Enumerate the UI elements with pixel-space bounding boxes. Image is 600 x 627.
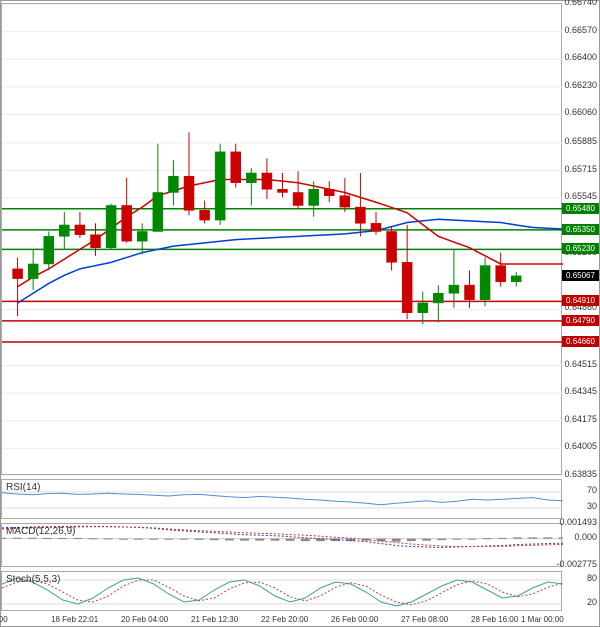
y-tick: 0.64005 [564, 442, 597, 451]
y-tick: 0.66060 [564, 108, 597, 117]
time-x-axis: b 16:00 18 Feb 22:01 20 Feb 04:00 21 Feb 12… [1, 612, 562, 626]
rsi-panel[interactable]: RSI(14) [1, 479, 562, 519]
x-tick: 22 Feb 20:00 [261, 615, 308, 624]
level-price-S1: 0.64910 [562, 295, 599, 306]
macd-panel[interactable]: MACD(12,26,9) [1, 523, 562, 567]
level-price-R3: 0.65480 [562, 203, 599, 214]
x-tick: 27 Feb 08:00 [401, 615, 448, 624]
y-tick: 0.64345 [564, 387, 597, 396]
x-tick: 28 Feb 16:00 [471, 615, 518, 624]
stoch-label: Stoch(5,5,3) [6, 574, 60, 585]
macd-tick: 0.000 [574, 533, 597, 542]
y-tick: 0.65885 [564, 137, 597, 146]
rsi-tick: 70 [587, 486, 597, 495]
x-tick: 21 Feb 12:30 [191, 615, 238, 624]
y-tick: 0.66230 [564, 81, 597, 90]
y-tick: 0.64515 [564, 360, 597, 369]
current-price-tag: 0.65067 [562, 270, 599, 281]
rsi-label: RSI(14) [6, 482, 40, 493]
x-tick: 26 Feb 00:00 [331, 615, 378, 624]
price-y-axis: 0.66740 0.66570 0.66400 0.66230 0.66060 0.658… [561, 3, 599, 475]
stoch-svg [2, 572, 563, 612]
rsi-tick: 30 [587, 502, 597, 511]
macd-svg [2, 524, 563, 568]
price-chart-panel[interactable] [1, 3, 562, 475]
y-tick: 0.66400 [564, 53, 597, 62]
y-tick: 0.64175 [564, 415, 597, 424]
level-price-R1: 0.65230 [562, 243, 599, 254]
y-tick: 0.66740 [564, 0, 597, 7]
level-price-R2: 0.65350 [562, 224, 599, 235]
y-tick: 0.65715 [564, 165, 597, 174]
macd-label: MACD(12,26,9) [6, 526, 75, 537]
stoch-tick: 80 [587, 574, 597, 583]
rsi-svg [2, 480, 563, 520]
level-price-S3: 0.64660 [562, 336, 599, 347]
macd-tick: 0.001493 [559, 518, 597, 527]
y-tick: 0.66570 [564, 26, 597, 35]
x-tick: 1 Mar 00:00 [521, 615, 564, 624]
x-tick: 20 Feb 04:00 [121, 615, 168, 624]
macd-tick: -0.002775 [556, 560, 597, 569]
stoch-panel[interactable]: Stoch(5,5,3) [1, 571, 562, 611]
x-tick: b 16:00 [0, 615, 8, 624]
stoch-tick: 20 [587, 598, 597, 607]
y-tick: 0.65545 [564, 192, 597, 201]
chart-container: 0.66740 0.66570 0.66400 0.66230 0.66060 0.658… [0, 0, 600, 627]
x-tick: 18 Feb 22:01 [51, 615, 98, 624]
level-price-S2: 0.64790 [562, 315, 599, 326]
y-tick: 0.63835 [564, 470, 597, 479]
price-chart-svg [2, 4, 563, 476]
